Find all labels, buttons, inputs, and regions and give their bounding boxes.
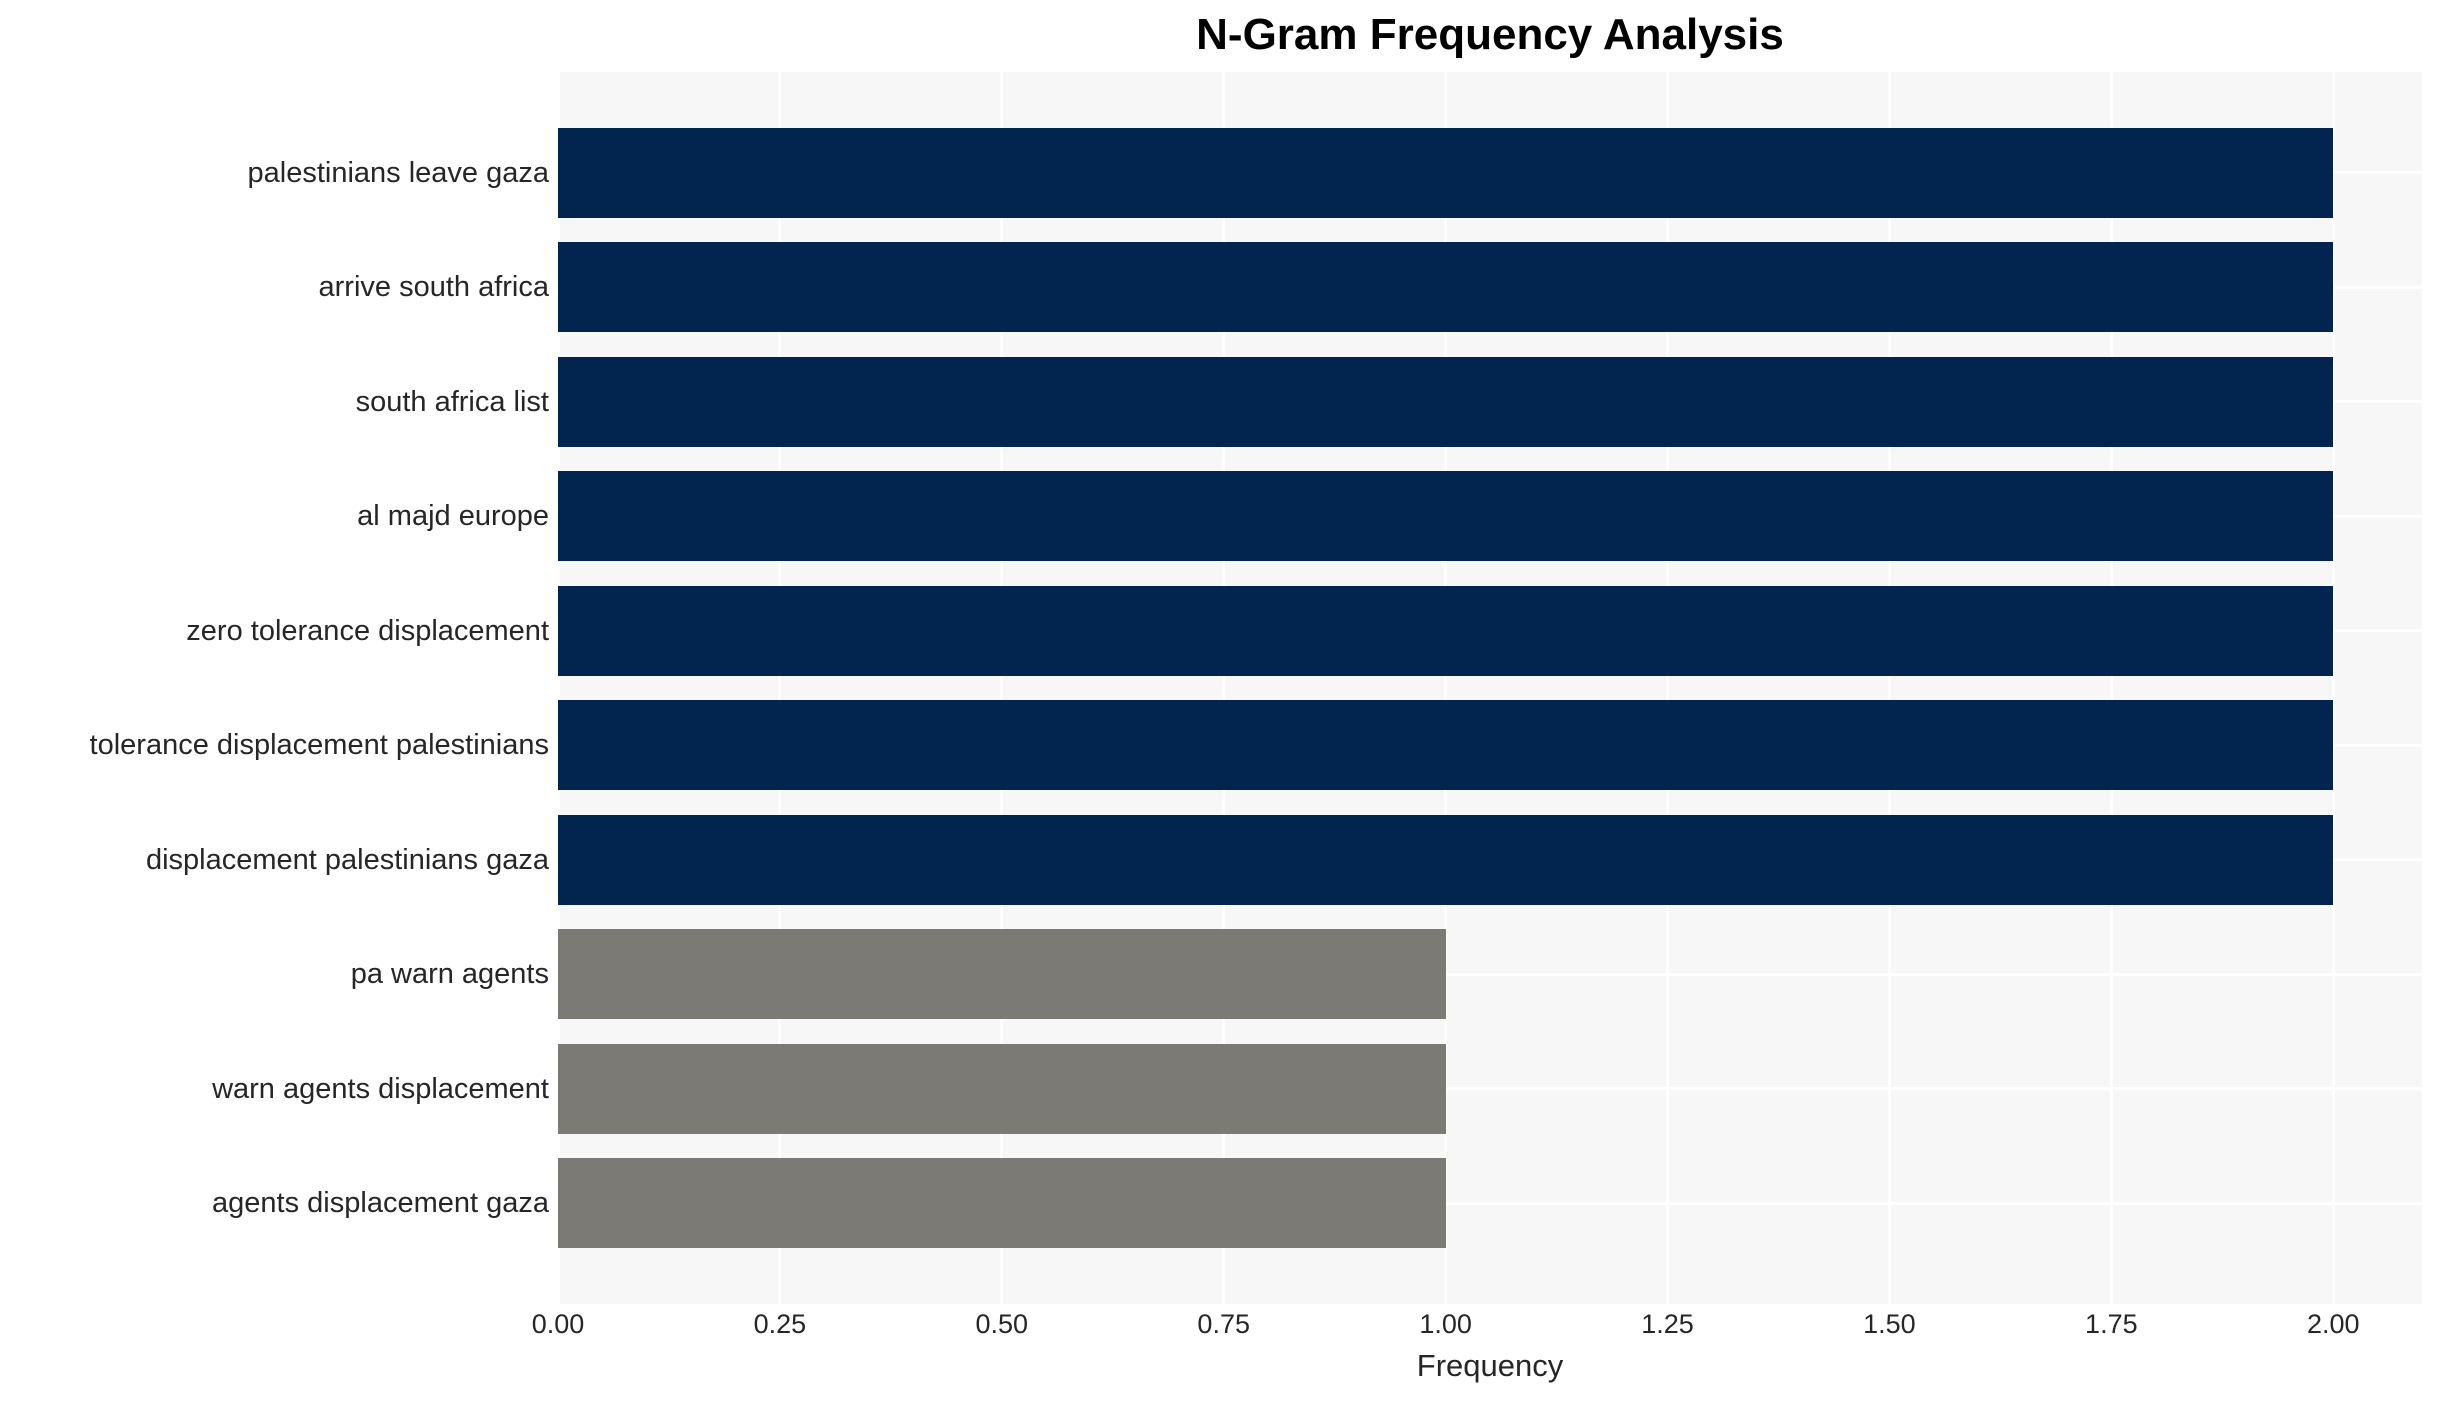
grid-line-vertical xyxy=(778,72,782,1304)
bar-arrive-south-africa xyxy=(558,242,2334,333)
grid-line-horizontal xyxy=(558,972,2422,976)
y-axis-label: zero tolerance displacement xyxy=(186,614,549,647)
x-axis-tick-label: 0.75 xyxy=(1197,1309,1250,1339)
bar-south-africa-list xyxy=(558,356,2334,447)
plot-area xyxy=(556,72,2422,1304)
y-axis-label: arrive south africa xyxy=(318,271,550,304)
grid-line-vertical xyxy=(2331,72,2335,1304)
bar-warn-agents-displacement xyxy=(558,1043,1446,1134)
grid-line-vertical xyxy=(1887,72,1891,1304)
grid-line-horizontal xyxy=(558,1087,2422,1091)
x-axis-tick-label: 1.00 xyxy=(1419,1309,1472,1339)
grid-line-vertical xyxy=(1000,72,1004,1304)
bar-displacement-palestinians-gaza xyxy=(558,814,2334,905)
grid-line-vertical xyxy=(1444,72,1448,1304)
grid-line-horizontal xyxy=(558,1201,2422,1205)
y-axis-label: agents displacement gaza xyxy=(212,1187,549,1220)
y-axis-label: tolerance displacement palestinians xyxy=(89,729,549,762)
bar-palestinians-leave-gaza xyxy=(558,127,2334,218)
grid-line-vertical xyxy=(556,72,560,1304)
x-axis-tick-label: 1.50 xyxy=(1863,1309,1916,1339)
bar-tolerance-displacement-palestinians xyxy=(558,700,2334,791)
bar-zero-tolerance-displacement xyxy=(558,585,2334,676)
y-axis-label: displacement palestinians gaza xyxy=(145,843,549,876)
x-axis-title: Frequency xyxy=(1416,1348,1564,1383)
bar-al-majd-europe xyxy=(558,471,2334,562)
grid-line-vertical xyxy=(1666,72,1670,1304)
x-axis-tick-label: 1.25 xyxy=(1641,1309,1694,1339)
x-axis-tick-label: 0.50 xyxy=(975,1309,1029,1339)
x-axis-tick-label: 0.00 xyxy=(531,1309,585,1339)
x-axis-tick-label: 0.25 xyxy=(753,1309,807,1339)
y-axis-label: warn agents displacement xyxy=(212,1072,549,1105)
y-axis-label: south africa list xyxy=(355,385,549,418)
grid-line-vertical xyxy=(1222,72,1226,1304)
y-axis-label: al majd europe xyxy=(357,500,549,533)
x-axis-tick-label: 1.75 xyxy=(2085,1309,2138,1339)
bar-pa-warn-agents xyxy=(558,929,1446,1020)
bar-agents-displacement-gaza xyxy=(558,1158,1446,1249)
y-axis-label: pa warn agents xyxy=(350,958,549,991)
grid-line-vertical xyxy=(2109,72,2113,1304)
y-axis-label: palestinians leave gaza xyxy=(247,156,549,189)
chart-title: N-Gram Frequency Analysis xyxy=(1196,10,1784,59)
x-axis-tick-label: 2.00 xyxy=(2306,1309,2360,1339)
